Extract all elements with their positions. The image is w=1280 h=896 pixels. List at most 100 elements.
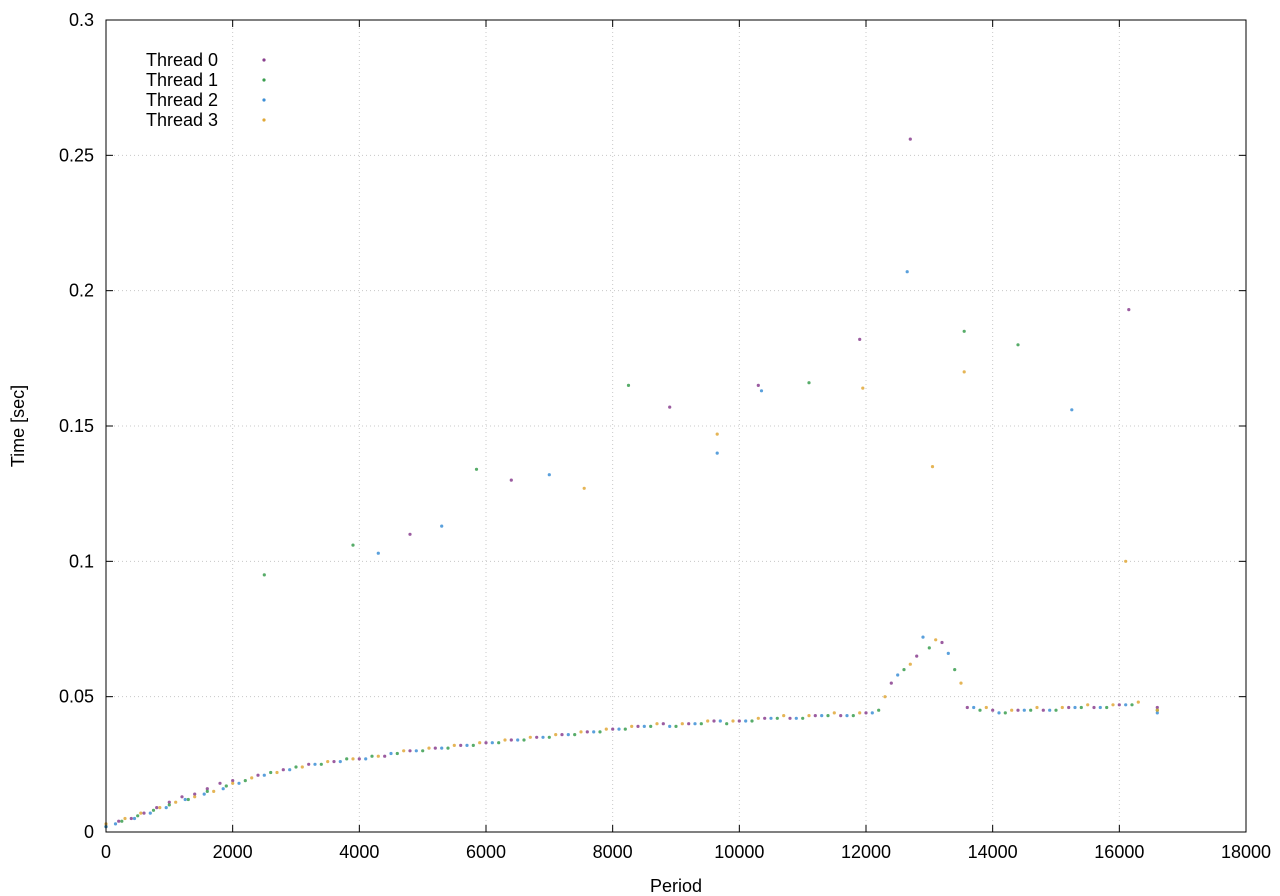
data-point	[744, 719, 748, 723]
data-point	[731, 719, 735, 723]
data-point	[1022, 708, 1026, 712]
legend-label: Thread 3	[146, 110, 218, 130]
x-tick-label: 14000	[968, 842, 1018, 862]
data-point	[332, 760, 336, 764]
data-point	[946, 651, 950, 656]
data-point	[440, 746, 444, 750]
data-point	[737, 719, 741, 723]
data-point	[376, 754, 380, 758]
data-point	[478, 741, 482, 745]
data-point	[262, 573, 266, 577]
data-point	[281, 768, 285, 772]
data-point	[129, 816, 133, 821]
data-point	[351, 757, 355, 761]
data-point	[402, 749, 406, 753]
y-tick-label: 0.15	[59, 416, 94, 436]
data-point	[820, 714, 824, 718]
legend-marker	[262, 58, 266, 62]
data-point	[962, 370, 966, 374]
x-axis-title: Period	[650, 876, 702, 896]
x-tick-label: 10000	[714, 842, 764, 862]
data-point	[452, 743, 456, 748]
data-point	[338, 760, 342, 764]
data-point	[440, 524, 444, 528]
data-point	[997, 711, 1001, 715]
x-tick-label: 4000	[339, 842, 379, 862]
x-tick-labels: 0 2000 4000 6000 8000 10000 12000 14000 16000 180…	[101, 842, 1271, 862]
data-point	[345, 757, 349, 761]
data-point	[1086, 703, 1090, 707]
data-point	[661, 722, 665, 726]
data-point	[1124, 559, 1128, 563]
y-tick-label: 0.1	[69, 551, 94, 571]
y-tick-label: 0.3	[69, 10, 94, 30]
data-point	[357, 757, 361, 761]
y-tick-labels: 0 0.05 0.1 0.15 0.2 0.25 0.3	[59, 10, 94, 842]
data-point	[528, 735, 532, 739]
data-point	[668, 724, 672, 729]
data-point	[123, 816, 127, 821]
data-point	[858, 337, 862, 341]
legend-label: Thread 1	[146, 70, 218, 90]
data-point	[851, 714, 855, 718]
data-point	[288, 768, 292, 772]
data-point	[794, 716, 798, 720]
data-point	[826, 714, 830, 718]
y-tick-label: 0.05	[59, 687, 94, 707]
data-point	[763, 716, 767, 720]
data-point	[908, 137, 912, 141]
data-point	[136, 814, 140, 818]
data-point	[725, 722, 729, 726]
series-2	[104, 270, 1159, 829]
data-point	[864, 711, 868, 715]
legend-item: Thread 3	[146, 110, 266, 130]
data-point	[896, 673, 900, 677]
data-point	[113, 822, 118, 826]
data-point	[155, 806, 159, 810]
data-point	[649, 724, 653, 729]
data-point	[953, 668, 957, 672]
data-point	[560, 733, 564, 737]
data-point	[1136, 700, 1140, 704]
data-point	[915, 654, 919, 658]
data-point	[674, 724, 678, 729]
data-point	[193, 795, 197, 799]
data-point	[1054, 708, 1058, 712]
data-point	[1130, 703, 1134, 707]
data-point	[984, 705, 988, 710]
data-point	[326, 760, 330, 764]
data-point	[759, 389, 764, 393]
legend-label: Thread 2	[146, 90, 218, 110]
data-point	[180, 795, 184, 799]
data-point	[313, 762, 317, 766]
data-point	[164, 806, 168, 810]
data-point	[142, 811, 146, 815]
data-point	[224, 784, 228, 788]
data-point	[414, 749, 418, 753]
x-tick-label: 8000	[593, 842, 633, 862]
data-point	[962, 329, 966, 333]
data-point	[573, 733, 577, 737]
data-point	[1079, 705, 1083, 710]
data-point	[1067, 705, 1071, 710]
data-point	[471, 743, 475, 748]
data-point	[408, 749, 412, 753]
data-points	[104, 137, 1159, 829]
data-point	[1117, 703, 1121, 707]
data-point	[693, 722, 697, 726]
y-axis-title: Time [sec]	[8, 385, 28, 467]
legend-marker	[262, 98, 266, 102]
data-point	[427, 746, 431, 750]
data-point	[927, 646, 931, 650]
data-point	[117, 819, 121, 823]
data-point	[870, 711, 874, 715]
data-point	[680, 722, 684, 726]
data-point	[503, 738, 507, 742]
data-point	[202, 792, 206, 796]
data-point	[715, 432, 719, 436]
data-point	[389, 751, 393, 756]
data-point	[801, 716, 805, 720]
data-point	[832, 711, 836, 715]
data-point	[1105, 705, 1109, 710]
data-point	[132, 816, 137, 821]
